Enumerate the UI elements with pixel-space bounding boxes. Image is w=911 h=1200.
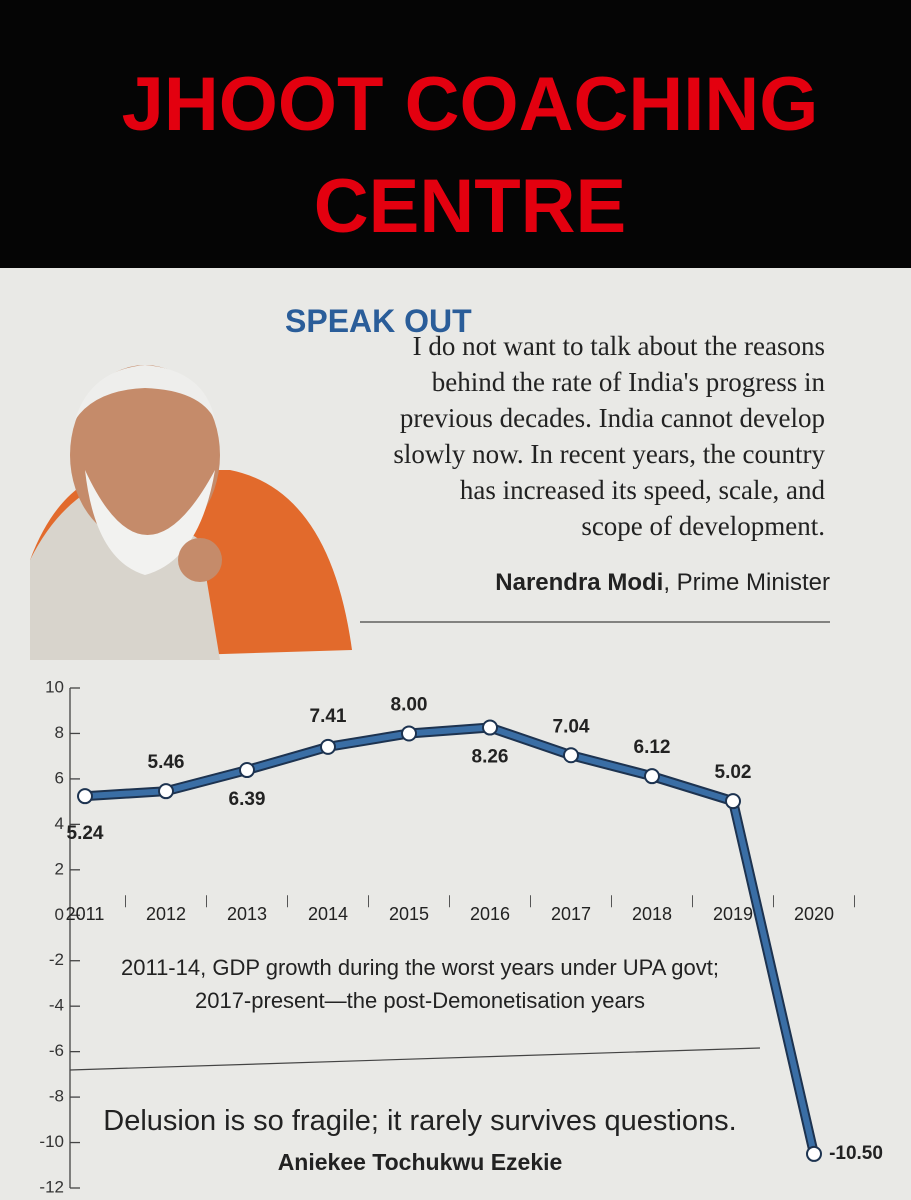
x-tick-label: 2017 bbox=[551, 904, 591, 924]
quote-line: scope of development. bbox=[581, 511, 825, 541]
heading: SPEAK OUT bbox=[285, 303, 472, 339]
point bbox=[482, 719, 498, 736]
quote-line: has increased its speed, scale, and bbox=[460, 475, 826, 505]
y-tick-label: -10 bbox=[39, 1132, 64, 1151]
y-tick-label: -8 bbox=[49, 1087, 64, 1106]
value-label: -10.50 bbox=[829, 1143, 883, 1164]
x-tick-label: 2016 bbox=[470, 904, 510, 924]
rule bbox=[69, 1047, 761, 1071]
quote-line: slowly now. In recent years, the country bbox=[393, 439, 825, 469]
y-tick-label: -6 bbox=[49, 1041, 64, 1060]
caption: 2011-14, GDP growth during the worst yea… bbox=[121, 955, 719, 980]
y-tick-label: 0 bbox=[55, 905, 64, 924]
speaker: Narendra Modi bbox=[495, 569, 663, 596]
header-title: JHOOT COACHING bbox=[122, 62, 819, 147]
x-tick-label: 2012 bbox=[146, 904, 186, 924]
quote-line: behind the rate of India's progress in bbox=[432, 367, 826, 397]
value-label: 5.02 bbox=[715, 762, 752, 783]
quote-line: previous decades. India cannot develop bbox=[400, 403, 825, 433]
point bbox=[77, 788, 93, 805]
value-label: 5.46 bbox=[148, 752, 185, 773]
y-tick-label: -12 bbox=[39, 1177, 64, 1196]
y-tick-label: 10 bbox=[45, 677, 64, 696]
caption: 2017-present—the post-Demonetisation yea… bbox=[195, 988, 645, 1013]
value-label: 5.24 bbox=[67, 823, 104, 844]
value-label: 7.04 bbox=[553, 716, 590, 737]
point bbox=[239, 762, 255, 779]
y-tick-label: 2 bbox=[55, 859, 64, 878]
value-label: 7.41 bbox=[310, 706, 347, 727]
portrait bbox=[30, 365, 352, 660]
point bbox=[806, 1145, 822, 1162]
y-tick-label: 6 bbox=[55, 768, 64, 787]
y-tick-label: -4 bbox=[49, 996, 64, 1015]
footer-quote: Delusion is so fragile; it rarely surviv… bbox=[103, 1105, 736, 1137]
header-title: CENTRE bbox=[314, 164, 626, 249]
value-label: 6.12 bbox=[634, 737, 671, 758]
x-tick-label: 2020 bbox=[794, 904, 834, 924]
x-tick-label: 2019 bbox=[713, 904, 753, 924]
point bbox=[401, 725, 417, 742]
series-line bbox=[84, 724, 817, 1155]
x-tick-label: 2013 bbox=[227, 904, 267, 924]
point bbox=[320, 738, 336, 755]
quote-line: I do not want to talk about the reasons bbox=[413, 331, 825, 361]
x-tick-label: 2011 bbox=[66, 904, 105, 924]
header-band bbox=[0, 0, 911, 268]
chart: -12 -10 -8 -6 -4 -2 0 2 4 6 8 10 2011 2012 2013 2014 201… bbox=[39, 677, 883, 1196]
value-label: 8.00 bbox=[391, 694, 428, 715]
attribution: Narendra Modi, Prime Minister bbox=[495, 569, 830, 596]
speaker-role: , Prime Minister bbox=[663, 569, 830, 596]
x-tick-label: 2015 bbox=[389, 904, 429, 924]
x-tick-label: 2014 bbox=[308, 904, 348, 924]
point bbox=[725, 793, 741, 810]
point bbox=[563, 747, 579, 764]
quote: I do not want to talk about the reasons b… bbox=[393, 331, 825, 541]
y-tick-label: -2 bbox=[49, 950, 64, 969]
point bbox=[644, 768, 660, 785]
y-tick-label: 8 bbox=[55, 723, 64, 742]
x-tick-label: 2018 bbox=[632, 904, 672, 924]
value-label: 8.26 bbox=[472, 747, 509, 768]
point bbox=[158, 783, 174, 800]
y-tick-label: 4 bbox=[55, 814, 64, 833]
value-label: 6.39 bbox=[229, 789, 266, 810]
footer-author: Aniekee Tochukwu Ezekie bbox=[278, 1149, 563, 1175]
